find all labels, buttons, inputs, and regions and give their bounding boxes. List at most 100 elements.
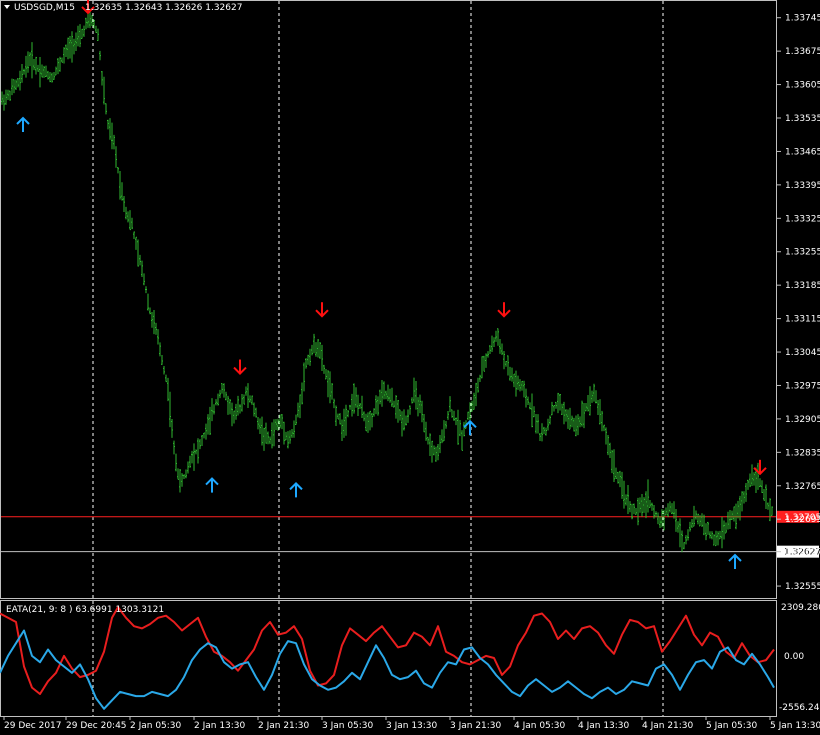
time-tick-label: 3 Jan 05:30 [322, 721, 374, 731]
price-bar [357, 394, 359, 416]
price-bar [351, 393, 353, 417]
price-bar [551, 401, 553, 416]
price-bar [521, 380, 523, 391]
price-bar [575, 415, 577, 437]
price-bar [493, 337, 495, 348]
indicator-axis-min: -2556.246 [779, 703, 820, 713]
price-bar [277, 418, 279, 431]
price-bar [243, 394, 245, 405]
price-bar [569, 407, 571, 430]
price-bar [27, 51, 29, 73]
price-bar [139, 254, 141, 266]
price-bar [711, 531, 713, 540]
price-bar [127, 211, 129, 223]
price-bar [511, 367, 513, 382]
level-line-red-tag [777, 510, 819, 523]
price-bar [223, 383, 225, 398]
price-bar [23, 68, 25, 75]
ohlc-label: 1.32635 1.32643 1.32626 1.32627 [85, 3, 242, 13]
price-bar [235, 403, 237, 420]
price-bar [133, 231, 135, 239]
price-bar [71, 31, 73, 63]
time-tick-label: 4 Jan 05:30 [514, 721, 566, 731]
price-bar [463, 421, 465, 437]
price-bar [491, 335, 493, 353]
price-bar [175, 453, 177, 472]
price-bar [291, 428, 293, 438]
price-bar [705, 523, 707, 541]
price-bar [615, 467, 617, 479]
price-bar [281, 414, 283, 430]
price-bar [461, 430, 463, 451]
price-bar [1, 91, 3, 105]
price-bar [325, 369, 327, 380]
price-bar [735, 503, 737, 530]
vertical-separators [92, 1, 664, 716]
price-bar [517, 375, 519, 390]
price-bar [401, 411, 403, 437]
price-bar [707, 521, 709, 535]
price-bar [191, 450, 193, 464]
price-bar [747, 479, 749, 490]
price-bar [759, 478, 761, 488]
price-bar [93, 19, 95, 29]
price-axis: 1.33745 1.33675 1.33605 1.33535 1.33465 1.333… [776, 14, 820, 592]
price-bar [259, 418, 261, 434]
price-bar [495, 330, 497, 342]
price-bar [79, 24, 81, 48]
price-bar [755, 467, 757, 494]
price-bar [371, 412, 373, 428]
price-bar [507, 355, 509, 376]
main-pane-frame [0, 0, 777, 599]
price-bar [477, 377, 479, 393]
price-bar [265, 422, 267, 444]
price-bar [485, 353, 487, 368]
price-bar [637, 497, 639, 526]
price-bar [433, 445, 435, 456]
price-bar [411, 397, 413, 404]
price-bar [505, 360, 507, 367]
price-bar [45, 65, 47, 77]
price-bar [621, 471, 623, 499]
chart-menu-triangle-icon[interactable] [4, 5, 10, 9]
price-tick-label: 1.33675 [785, 47, 820, 57]
time-tick-label: 5 Jan 13:30 [770, 721, 820, 731]
price-bar [761, 480, 763, 493]
price-bar [519, 379, 521, 392]
price-bar [293, 420, 295, 438]
price-bar [197, 438, 199, 464]
price-tick-label: 1.32765 [785, 482, 820, 492]
price-bar [3, 94, 5, 111]
price-bar [523, 380, 525, 398]
price-bar [333, 398, 335, 409]
price-bar [709, 531, 711, 539]
price-bar [269, 436, 271, 445]
price-bar [481, 356, 483, 379]
price-bar [751, 464, 753, 487]
price-bar [671, 503, 673, 515]
indicator-label: EATA(21, 9: 8 ) 63.6991 1303.3121 [6, 605, 164, 615]
price-bar [623, 480, 625, 509]
price-bar [9, 90, 11, 101]
price-bar [643, 497, 645, 513]
indicator-axis-zero: 0.00 [784, 652, 804, 662]
price-bar [545, 427, 547, 436]
price-bar [247, 383, 249, 408]
price-bar [585, 403, 587, 412]
price-bar [639, 497, 641, 513]
horizontal-lines: 1.32705 1.32627 [1, 510, 820, 558]
price-bar [167, 377, 169, 402]
price-bar [255, 407, 257, 418]
price-bar [99, 50, 101, 61]
price-bar [597, 399, 599, 416]
buy-arrow-icon [16, 116, 30, 133]
price-bar [111, 122, 113, 150]
price-bar [271, 422, 273, 449]
price-bar [287, 431, 289, 449]
price-bar [209, 406, 211, 435]
price-bar [97, 28, 99, 42]
price-bar [625, 494, 627, 506]
price-bar [55, 66, 57, 76]
price-bar [599, 399, 601, 425]
